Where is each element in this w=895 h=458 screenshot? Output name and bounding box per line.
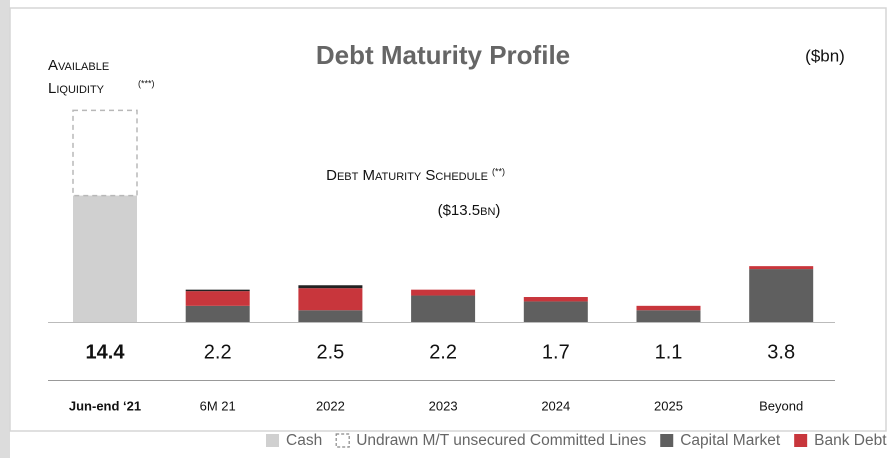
- liquidity-label: Available: [48, 57, 109, 74]
- unit-label: ($bn): [805, 46, 845, 65]
- total-label: 2.2: [429, 341, 457, 363]
- bar-segment: [636, 310, 701, 322]
- legend-swatch: [266, 434, 279, 447]
- x-tick-label: Jun-end ‘21: [69, 398, 141, 413]
- bar-segment: [185, 289, 250, 292]
- total-label: 1.1: [655, 341, 683, 363]
- schedule-note: (**): [492, 166, 505, 176]
- total-label: 3.8: [767, 341, 795, 363]
- total-label: 1.7: [542, 341, 570, 363]
- panel: [9, 7, 887, 432]
- x-tick-label: 2025: [654, 398, 683, 413]
- bar-segment: [185, 291, 250, 306]
- bar-segment: [749, 269, 814, 322]
- bar-segment: [411, 295, 476, 322]
- bar-segment: [636, 305, 701, 311]
- legend-swatch: [660, 434, 674, 447]
- left-strip: [0, 0, 10, 458]
- bar-segment: [298, 310, 363, 322]
- liquidity-label: Liquidity: [48, 80, 105, 97]
- legend-label: Cash: [286, 432, 322, 449]
- x-tick-label: 6M 21: [200, 398, 236, 413]
- total-label: 2.2: [204, 341, 232, 363]
- bar-segment: [523, 301, 588, 322]
- liquidity-note: (***): [138, 78, 155, 88]
- chart-title: Debt Maturity Profile: [316, 40, 570, 70]
- legend-label: Capital Market: [680, 432, 781, 449]
- total-label: 2.5: [316, 341, 344, 363]
- bar-segment: [73, 195, 137, 322]
- bar-segment: [185, 305, 250, 322]
- total-label: 14.4: [86, 341, 126, 363]
- x-tick-label: 2022: [316, 398, 345, 413]
- bar-segment: [749, 266, 814, 270]
- legend-label: Bank Debt: [814, 432, 887, 449]
- legend-label: Undrawn M/T unsecured Committed Lines: [356, 432, 646, 449]
- x-tick-label: 2024: [541, 398, 570, 413]
- x-tick-label: Beyond: [759, 398, 803, 413]
- bar-segment: [72, 109, 138, 197]
- legend-swatch: [335, 433, 350, 448]
- bar-segment: [298, 288, 363, 311]
- bar-segment: [411, 289, 476, 296]
- legend-swatch: [794, 434, 808, 447]
- x-tick-label: 2023: [429, 398, 458, 413]
- schedule-label: Debt Maturity Schedule: [326, 167, 488, 184]
- bar-segment: [298, 285, 363, 289]
- schedule-total: ($13.5bn): [438, 202, 501, 219]
- bar-segment: [523, 297, 588, 302]
